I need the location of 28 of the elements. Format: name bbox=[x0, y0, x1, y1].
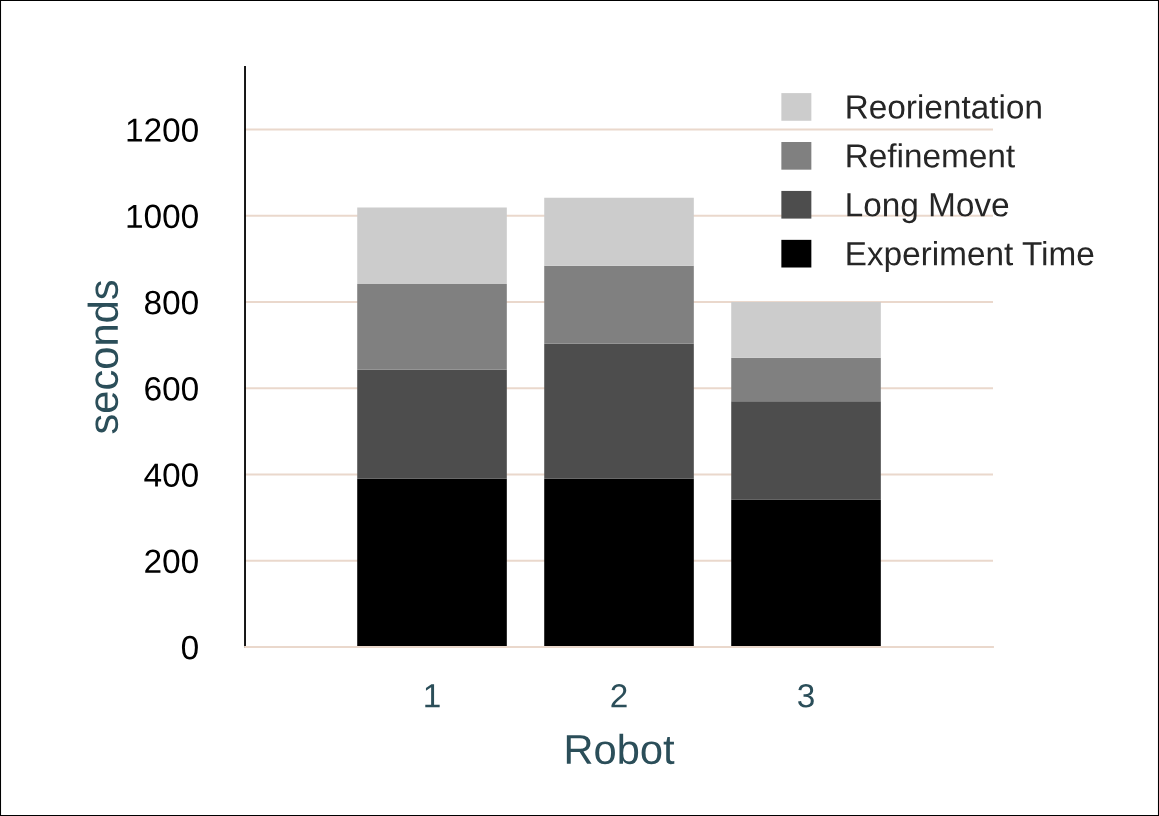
legend-label: Experiment Time bbox=[847, 241, 1094, 273]
bar bbox=[731, 499, 881, 648]
bar bbox=[731, 401, 881, 500]
legend-label: Reorientation bbox=[847, 94, 1041, 119]
y-tick-label: 800 bbox=[145, 290, 198, 315]
y-axis-title: seconds bbox=[87, 280, 119, 434]
bar bbox=[357, 478, 507, 648]
bar bbox=[731, 357, 881, 402]
y-tick-label: 0 bbox=[181, 635, 198, 660]
legend-label: Long Move bbox=[847, 193, 1009, 224]
y-tick-label: 200 bbox=[145, 549, 198, 574]
x-tick-label: 1 bbox=[425, 684, 440, 708]
y-tick-label: 1200 bbox=[127, 118, 198, 142]
bar bbox=[731, 302, 881, 358]
bar bbox=[357, 283, 507, 370]
y-tick-label: 1000 bbox=[127, 204, 198, 229]
bar bbox=[544, 265, 694, 344]
x-tick-label: 2 bbox=[611, 684, 627, 708]
bar bbox=[357, 369, 507, 479]
x-tick-label: 3 bbox=[798, 684, 814, 708]
bar bbox=[357, 207, 507, 284]
legend-label: Refinement bbox=[847, 143, 1015, 168]
y-tick-label: 600 bbox=[145, 377, 198, 401]
y-tick-label: 400 bbox=[144, 463, 198, 487]
bar bbox=[544, 197, 694, 266]
bar bbox=[544, 343, 694, 479]
bar bbox=[544, 478, 694, 648]
x-axis-title: Robot bbox=[566, 733, 675, 765]
